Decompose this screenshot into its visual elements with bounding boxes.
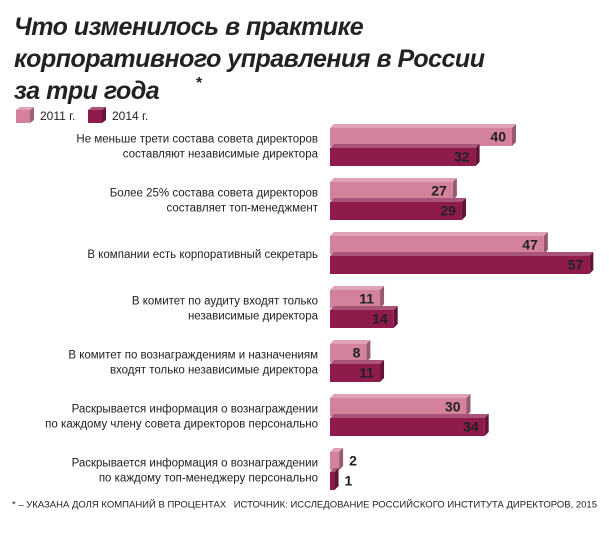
value-label: 32 <box>454 149 470 165</box>
value-label: 40 <box>490 129 506 145</box>
category-label: Не меньше трети состава совета директоро… <box>76 134 318 161</box>
bar-side <box>512 124 516 146</box>
value-label: 29 <box>440 203 456 219</box>
bar-side <box>380 360 385 382</box>
value-label: 47 <box>522 237 538 253</box>
bar <box>330 148 476 166</box>
bar-top <box>330 144 480 148</box>
bar <box>330 418 485 436</box>
source: ИСТОЧНИК: ИССЛЕДОВАНИЕ РОССИЙСКОГО ИНСТИ… <box>234 499 597 511</box>
value-label: 11 <box>359 365 374 381</box>
value-label: 27 <box>431 183 447 199</box>
bar-top <box>330 198 466 202</box>
bar-top <box>330 340 371 344</box>
value-label: 2 <box>349 453 357 469</box>
bar-side <box>380 286 385 308</box>
bar <box>330 398 467 416</box>
bar-top <box>330 232 548 236</box>
bar <box>330 256 590 274</box>
bar-side <box>334 468 339 490</box>
category-label: В комитет по аудиту входят только независ… <box>132 296 319 323</box>
bar-side <box>589 252 594 274</box>
bar-top <box>330 286 385 290</box>
value-label: 34 <box>463 419 479 435</box>
bar-side <box>543 232 548 254</box>
legend-label: 2011 г. <box>40 109 75 123</box>
value-label: 30 <box>445 399 461 415</box>
bar-side <box>366 340 371 362</box>
bar-top <box>330 360 385 364</box>
bar <box>330 472 335 490</box>
bar-top <box>330 306 398 310</box>
bar <box>330 236 544 254</box>
value-label: 11 <box>359 291 374 307</box>
bar <box>330 182 453 200</box>
legend-swatch-top <box>16 107 34 110</box>
bar-side <box>461 198 466 220</box>
chart-title: Что изменилось в практике корпоративного … <box>14 13 485 105</box>
bar-top <box>330 448 344 452</box>
bar-side <box>484 414 489 436</box>
category-label: Более 25% состава совета директоров соста… <box>110 188 319 215</box>
bar <box>330 128 512 146</box>
value-label: 8 <box>353 345 361 361</box>
bar-top <box>330 252 594 256</box>
bar <box>330 344 367 362</box>
legend-swatch-side <box>30 107 34 123</box>
bar <box>330 452 340 470</box>
bar-top <box>330 468 339 472</box>
legend-swatch-side <box>102 107 106 123</box>
value-label: 57 <box>568 257 584 273</box>
value-label: 1 <box>345 473 353 489</box>
bar-side <box>339 448 344 470</box>
category-label: Раскрывается информация о вознаграждении… <box>72 458 318 485</box>
category-label: В комитет по вознаграждениям и назначени… <box>68 350 318 377</box>
title-mark: * <box>196 75 203 92</box>
category-label: В компании есть корпоративный секретарь <box>87 249 318 261</box>
bar-top <box>330 178 457 182</box>
bar-top <box>330 124 516 128</box>
bar <box>330 310 394 328</box>
legend-swatch <box>88 110 102 123</box>
bar-top <box>330 394 471 398</box>
bar-side <box>452 178 457 200</box>
value-label: 14 <box>372 311 388 327</box>
bar-top <box>330 414 489 418</box>
footnote: * – УКАЗАНА ДОЛЯ КОМПАНИЙ В ПРОЦЕНТАХ <box>12 499 227 511</box>
bar-side <box>393 306 398 328</box>
legend-label: 2014 г. <box>112 109 148 123</box>
bar-side <box>466 394 471 416</box>
bar <box>330 290 381 308</box>
legend-swatch <box>16 110 30 123</box>
bar-side <box>475 144 480 166</box>
category-label: Раскрывается информация о вознаграждении… <box>45 404 318 431</box>
legend-swatch-top <box>88 107 106 110</box>
bar <box>330 364 381 382</box>
bar <box>330 202 462 220</box>
